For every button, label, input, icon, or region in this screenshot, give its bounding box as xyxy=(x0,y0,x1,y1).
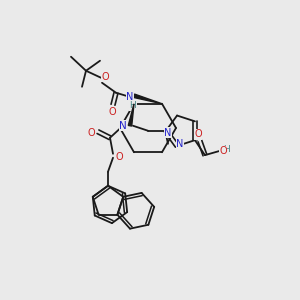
Polygon shape xyxy=(134,94,162,104)
Text: N: N xyxy=(126,92,134,102)
Text: O: O xyxy=(87,128,95,138)
Text: H: H xyxy=(224,145,230,154)
Text: O: O xyxy=(101,72,109,82)
Text: H: H xyxy=(130,101,136,110)
Text: O: O xyxy=(108,107,116,117)
Text: N: N xyxy=(119,121,127,131)
Polygon shape xyxy=(128,104,134,126)
Text: O: O xyxy=(115,152,123,162)
Text: N: N xyxy=(164,128,172,138)
Text: O: O xyxy=(219,146,227,156)
Text: N: N xyxy=(176,139,184,149)
Text: O: O xyxy=(194,129,202,139)
